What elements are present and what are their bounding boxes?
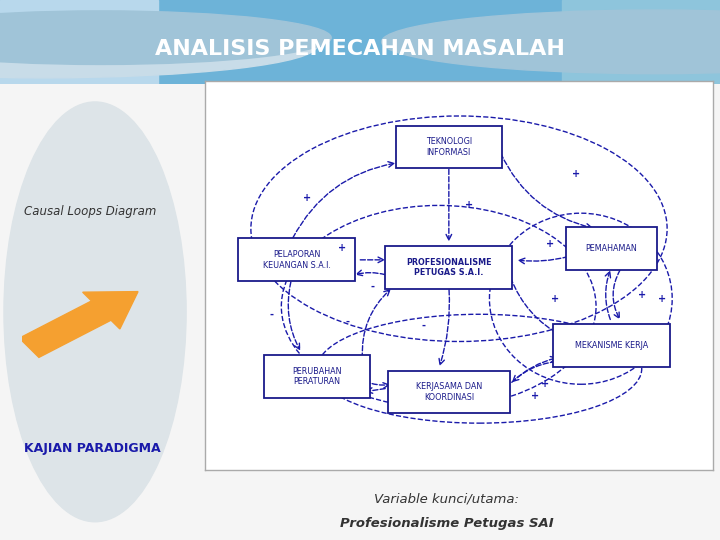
- FancyBboxPatch shape: [388, 370, 510, 414]
- Text: +: +: [552, 294, 559, 303]
- Text: +: +: [541, 379, 549, 389]
- Text: +: +: [302, 193, 311, 202]
- Text: PERUBAHAN
PERATURAN: PERUBAHAN PERATURAN: [292, 367, 341, 386]
- FancyBboxPatch shape: [395, 126, 502, 168]
- Text: PROFESIONALISME
PETUGAS S.A.I.: PROFESIONALISME PETUGAS S.A.I.: [406, 258, 492, 278]
- Bar: [0, 0, 158, 84]
- Text: PELAPORAN
KEUANGAN S.A.I.: PELAPORAN KEUANGAN S.A.I.: [263, 250, 330, 269]
- Text: KERJASAMA DAN
KOORDINASI: KERJASAMA DAN KOORDINASI: [415, 382, 482, 402]
- Circle shape: [0, 11, 331, 64]
- Text: +: +: [658, 294, 666, 303]
- Circle shape: [4, 102, 186, 522]
- FancyBboxPatch shape: [566, 227, 657, 269]
- Text: Profesionalisme Petugas SAI: Profesionalisme Petugas SAI: [340, 517, 553, 530]
- Text: MEKANISME KERJA: MEKANISME KERJA: [575, 341, 648, 350]
- Text: -: -: [269, 309, 273, 319]
- FancyBboxPatch shape: [238, 239, 355, 281]
- Text: Variable kunci/utama:: Variable kunci/utama:: [374, 493, 519, 506]
- FancyBboxPatch shape: [553, 324, 670, 367]
- FancyArrow shape: [19, 292, 138, 357]
- Text: +: +: [531, 391, 539, 401]
- Text: TEKNOLOGI
INFORMASI: TEKNOLOGI INFORMASI: [426, 137, 472, 157]
- Text: -: -: [346, 317, 349, 327]
- Text: +: +: [546, 239, 554, 249]
- Text: Causal Loops Diagram: Causal Loops Diagram: [24, 205, 156, 218]
- Text: ANALISIS PEMECAHAN MASALAH: ANALISIS PEMECAHAN MASALAH: [155, 38, 565, 58]
- Text: -: -: [371, 282, 374, 292]
- Text: +: +: [638, 290, 646, 300]
- FancyBboxPatch shape: [385, 246, 513, 289]
- Circle shape: [382, 10, 720, 73]
- FancyBboxPatch shape: [264, 355, 370, 398]
- Text: PEMAHAMAN: PEMAHAMAN: [585, 244, 637, 253]
- Text: KAJIAN PARADIGMA: KAJIAN PARADIGMA: [24, 442, 161, 455]
- Text: +: +: [465, 200, 473, 211]
- Circle shape: [0, 14, 317, 78]
- Text: +: +: [338, 243, 346, 253]
- Text: -: -: [421, 321, 426, 331]
- Text: +: +: [572, 170, 580, 179]
- Bar: [562, 0, 720, 84]
